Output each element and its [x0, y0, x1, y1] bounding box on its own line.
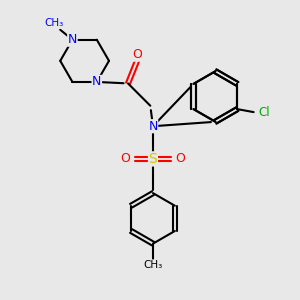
Text: N: N: [148, 120, 158, 133]
Text: Cl: Cl: [258, 106, 270, 118]
Text: O: O: [132, 48, 142, 61]
Text: O: O: [121, 152, 130, 165]
Text: N: N: [68, 33, 77, 46]
Text: CH₃: CH₃: [143, 260, 163, 270]
Text: O: O: [176, 152, 185, 165]
Text: N: N: [92, 75, 101, 88]
Text: S: S: [148, 152, 157, 166]
Text: CH₃: CH₃: [44, 18, 63, 28]
